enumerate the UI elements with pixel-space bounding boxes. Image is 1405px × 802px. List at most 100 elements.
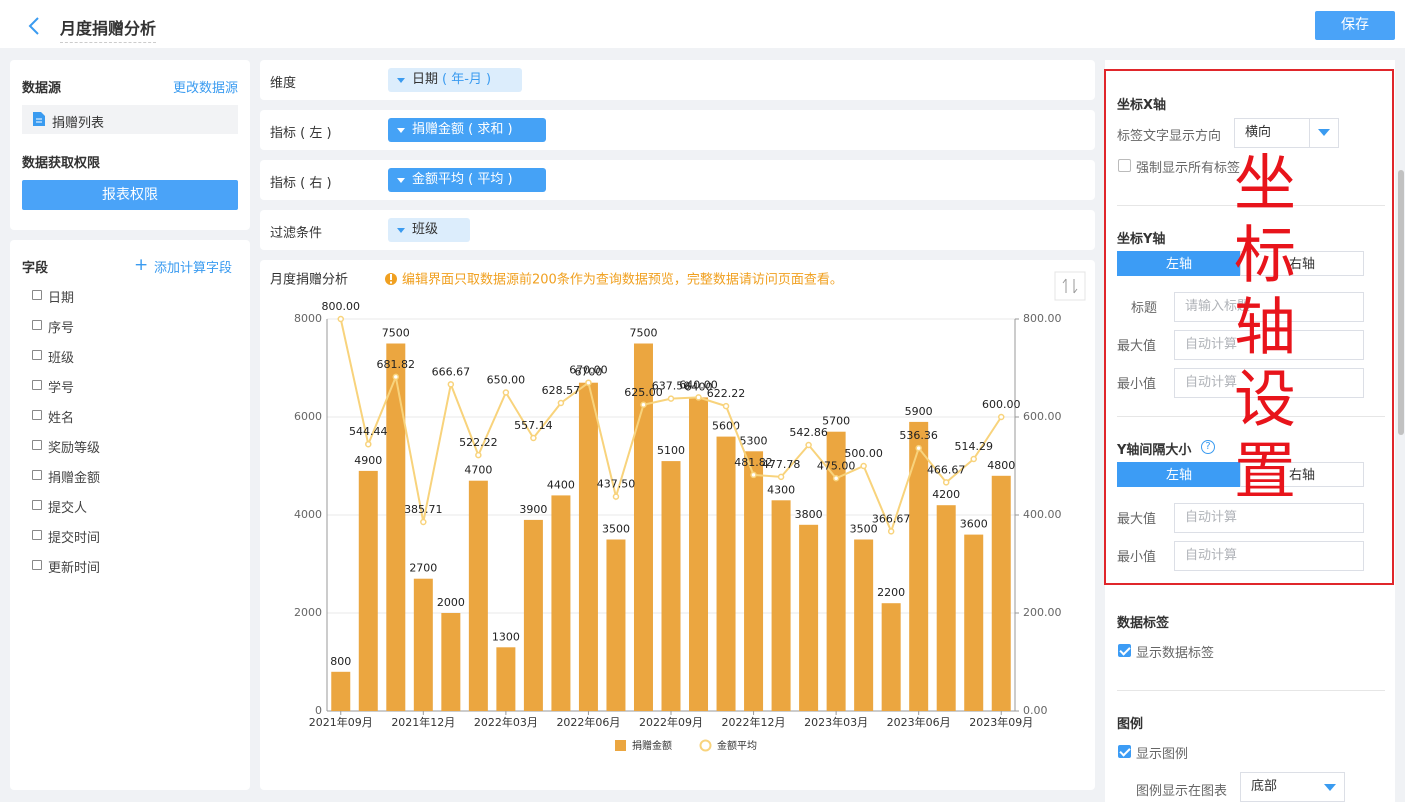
y-tick-label: 4000 (294, 508, 322, 521)
legend-swatch (615, 740, 626, 751)
chip[interactable]: 捐赠金额 ( 求和 ) (388, 118, 546, 142)
permission-button[interactable]: 报表权限 (22, 180, 238, 210)
page-title[interactable]: 月度捐赠分析 (60, 15, 157, 43)
chip[interactable]: 班级 (388, 218, 470, 242)
section-title: 数据源 (22, 81, 62, 96)
section-title: 数据获取权限 (22, 156, 101, 171)
dropdown-icon (1318, 129, 1330, 136)
line-point (585, 379, 592, 386)
field-icon (32, 530, 42, 540)
chart: 月度捐赠分析 编辑界面只取数据源前200条作为查询数据预览，完整数据请访问页面查… (270, 271, 1086, 752)
line-label: 650.00 (487, 374, 526, 387)
field-name[interactable]: 姓名 (48, 411, 75, 426)
line-label: 557.14 (514, 419, 553, 432)
bar (799, 524, 819, 711)
scrollbar[interactable] (1398, 170, 1404, 435)
change-datasource[interactable]: 更改数据源 (172, 81, 238, 96)
field-label: 最小值 (1117, 550, 1157, 565)
bar-label: 3800 (795, 508, 823, 521)
bar (854, 539, 874, 711)
field-name[interactable]: 捐赠金额 (48, 471, 101, 486)
y-tick-label: 8000 (294, 312, 322, 325)
settings-panel (1105, 60, 1395, 802)
legend-label: 捐赠金额 (632, 739, 672, 752)
tab[interactable]: 右轴 (1240, 251, 1364, 276)
bar (936, 505, 956, 711)
x-tick-label: 2023年03月 (804, 715, 868, 729)
input[interactable]: 自动计算 (1174, 368, 1364, 398)
y-tick-label: 6000 (294, 410, 322, 423)
bar (744, 451, 764, 711)
line-label: 622.22 (707, 387, 746, 400)
input[interactable]: 自动计算 (1174, 330, 1364, 360)
line-point (970, 455, 977, 463)
table-box[interactable] (22, 105, 238, 134)
x-tick-label: 2021年09月 (309, 715, 373, 729)
input[interactable]: 自动计算 (1174, 503, 1364, 533)
input[interactable]: 请输入标题 (1174, 292, 1364, 322)
highlight-box (1104, 69, 1394, 585)
line-label: 681.82 (377, 358, 416, 371)
line-label: 666.67 (432, 365, 471, 378)
tab[interactable]: 左轴 (1117, 462, 1241, 487)
checkbox[interactable] (1118, 159, 1131, 172)
field-name[interactable]: 更新时间 (48, 561, 101, 576)
line-point (667, 395, 675, 402)
config-row (260, 110, 1095, 150)
field-name[interactable]: 学号 (48, 381, 75, 396)
dropdown-icon (1324, 784, 1336, 791)
bar-label: 4900 (354, 454, 382, 467)
field-name[interactable]: 奖励等级 (48, 441, 101, 456)
field-name[interactable]: 日期 (48, 291, 75, 306)
line-point (805, 441, 812, 449)
section-title: Y轴间隔大小 (1117, 443, 1192, 458)
line-point (612, 493, 620, 500)
section-title: 坐标Y轴 (1117, 232, 1166, 247)
field-name[interactable]: 序号 (48, 321, 75, 336)
checkbox[interactable] (1118, 644, 1131, 657)
bar-label: 3500 (602, 523, 630, 536)
bar (689, 397, 709, 711)
line-point (887, 528, 895, 535)
x-tick-label: 2022年09月 (639, 715, 703, 729)
chip[interactable]: 日期( 年-月 ) (388, 68, 522, 92)
checkbox-label[interactable]: 显示图例 (1136, 747, 1189, 762)
checkbox-label[interactable]: 显示数据标签 (1136, 646, 1215, 661)
annotation: 坐标轴设置 (1223, 150, 1296, 510)
field-icon (32, 500, 42, 510)
input[interactable]: 自动计算 (1174, 541, 1364, 571)
line-point (722, 402, 730, 410)
line-point (695, 394, 702, 401)
y-tick-label: 2000 (294, 606, 322, 619)
checkbox[interactable] (1118, 745, 1131, 758)
bar-label: 5100 (657, 444, 685, 457)
config-row (260, 160, 1095, 200)
header (0, 0, 1405, 48)
back-icon[interactable] (26, 16, 42, 36)
field-icon (32, 410, 42, 420)
line-point (777, 473, 785, 481)
tab[interactable]: 右轴 (1240, 462, 1364, 487)
bar-label: 2200 (877, 586, 905, 599)
field-name[interactable]: 班级 (48, 351, 75, 366)
table-name[interactable]: 捐赠列表 (52, 116, 105, 131)
field-icon (32, 470, 42, 480)
field-name[interactable]: 提交时间 (48, 531, 101, 546)
swap-button[interactable] (1054, 271, 1086, 301)
section-title: 字段 (22, 261, 49, 276)
line-label: 385.71 (404, 503, 443, 516)
add-field[interactable]: 添加计算字段 (154, 261, 233, 276)
line-point (337, 315, 345, 323)
line-label: 366.67 (872, 512, 911, 525)
checkbox-label[interactable]: 强制显示所有标签 (1136, 161, 1241, 176)
fields-card (10, 240, 250, 790)
field-label: 最大值 (1117, 339, 1157, 354)
save-button[interactable]: 保存 (1315, 11, 1395, 40)
help-icon[interactable]: ? (1201, 440, 1215, 454)
field-name[interactable]: 提交人 (48, 501, 88, 516)
line-label: 637.50 (652, 380, 691, 393)
tab[interactable]: 左轴 (1117, 251, 1241, 276)
chip[interactable]: 金额平均 ( 平均 ) (388, 168, 546, 192)
field-label: 最大值 (1117, 512, 1157, 527)
field-icon (32, 320, 42, 330)
